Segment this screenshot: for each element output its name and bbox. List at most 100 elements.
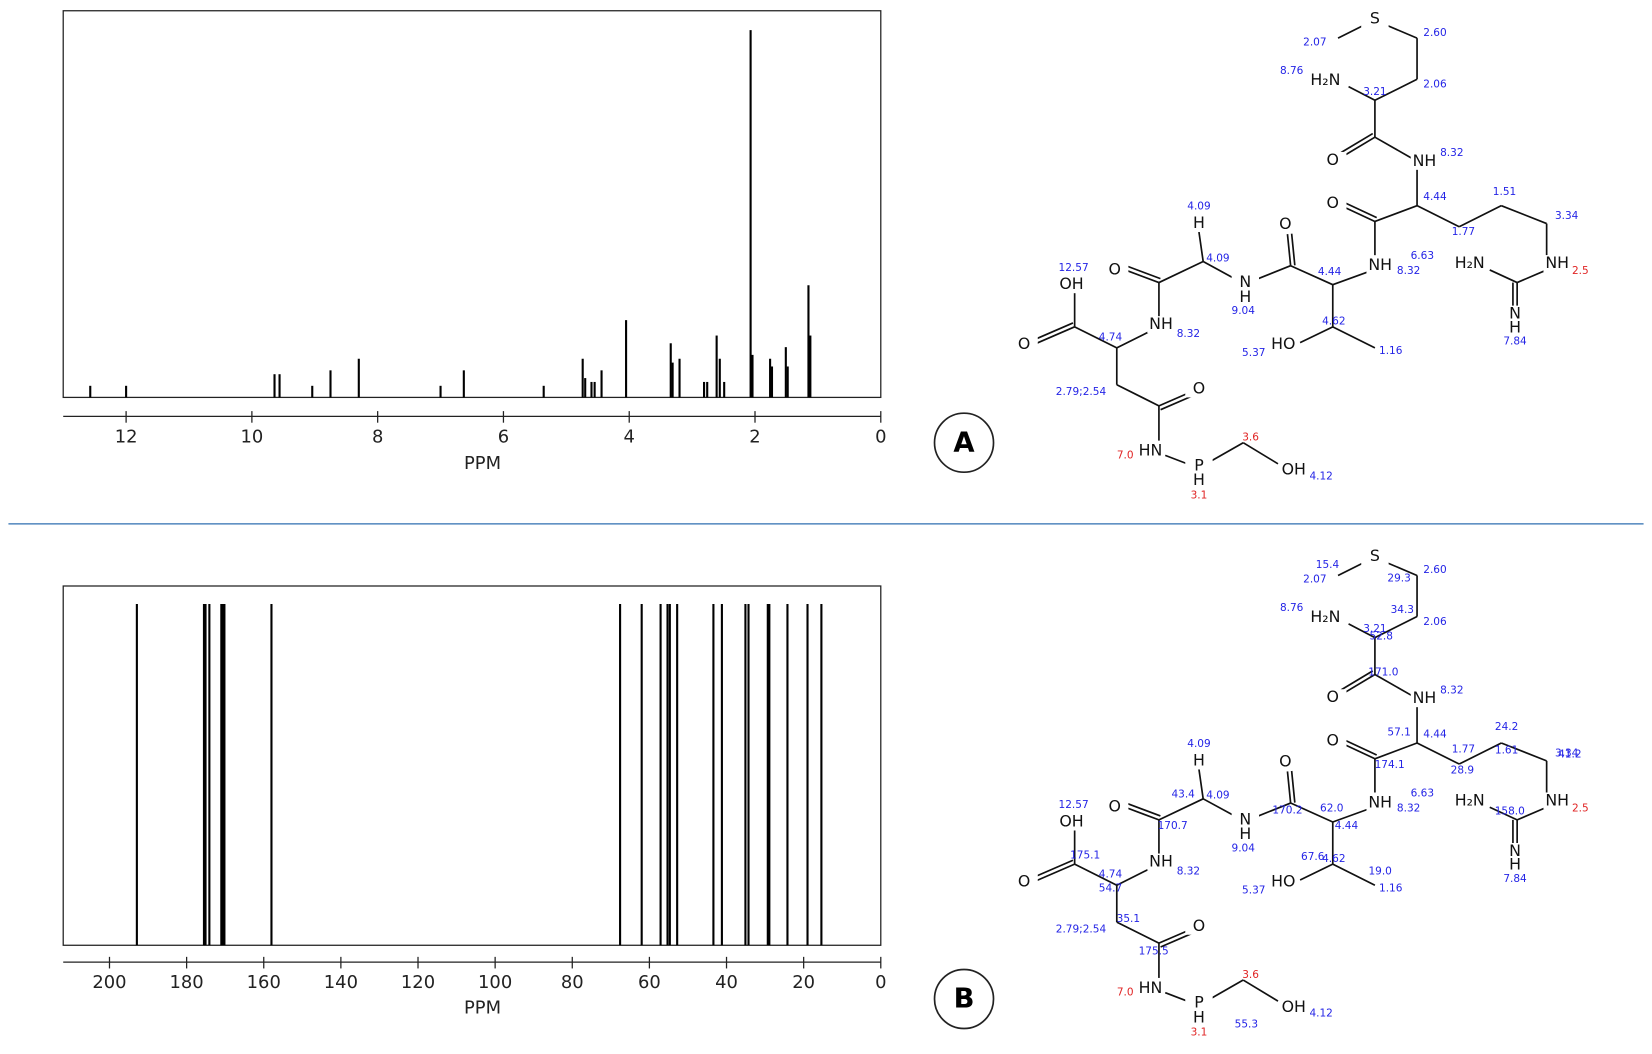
shift-label: 4.74: [1099, 331, 1123, 343]
atom-label: O: [1018, 872, 1030, 891]
atom-bg: [1410, 690, 1439, 708]
atom-bg: [1185, 1009, 1213, 1027]
shift-label: 5.37: [1242, 347, 1265, 359]
atom-bg: [1147, 316, 1175, 334]
shift-label: 6.63: [1411, 250, 1434, 262]
bond: [1342, 205, 1376, 223]
shift-label: 4.09: [1187, 738, 1210, 750]
bond: [1342, 673, 1376, 695]
bond: [1286, 771, 1292, 804]
atom-bg: [1057, 276, 1086, 294]
atom-bg: [1231, 826, 1260, 844]
shift-label: 175.1: [1070, 850, 1100, 862]
bond: [1198, 231, 1205, 262]
shift-label: 3.1: [1191, 489, 1208, 501]
atom-bg: [1501, 305, 1529, 323]
shift-label: 28.9: [1451, 764, 1474, 776]
x-tick-label: 12: [115, 426, 138, 447]
atom-bg: [1185, 752, 1213, 770]
bond: [1416, 742, 1460, 765]
shift-label: 52.8: [1370, 631, 1393, 643]
atom-bg: [1501, 856, 1529, 874]
shift-label: 1.16: [1379, 882, 1403, 894]
shift-label: 67.6: [1301, 851, 1325, 863]
atom-bg: [1136, 980, 1165, 997]
shift-label: 3.1: [1191, 1027, 1208, 1039]
bond: [1126, 802, 1161, 817]
atom-label: O: [1327, 150, 1339, 169]
shift-label: 43.4: [1171, 789, 1195, 801]
atom-label: H: [1239, 824, 1251, 843]
shift-label: 2.5: [1572, 265, 1589, 277]
bond: [1342, 136, 1376, 157]
x-tick-label: 60: [638, 972, 661, 993]
atom-bg: [1501, 319, 1529, 337]
shift-label: 158.0: [1495, 805, 1525, 817]
bond: [1501, 204, 1547, 225]
x-axis-label: PPM: [464, 453, 501, 474]
bond: [1344, 739, 1378, 756]
bond: [1299, 326, 1334, 344]
atom-label: OH: [1059, 812, 1083, 831]
atom-bg: [1269, 873, 1297, 891]
atom-bg: [1366, 257, 1394, 275]
atom-bg: [1456, 792, 1484, 810]
atom-bg: [1100, 261, 1129, 279]
shift-label: 8.32: [1397, 802, 1420, 814]
shift-label: 5.37: [1242, 884, 1265, 896]
bond: [1124, 806, 1160, 821]
bond: [1160, 395, 1193, 411]
panel-label: B: [954, 984, 975, 1015]
panel-badge: [933, 412, 995, 474]
atom-label: O: [1327, 193, 1339, 212]
atom-label: NH: [1545, 253, 1569, 272]
bond: [1348, 85, 1376, 102]
shift-label: 62.0: [1320, 802, 1343, 814]
shift-label: 9.04: [1232, 842, 1256, 854]
atom-bg: [1185, 457, 1213, 475]
atom-label: O: [1327, 730, 1339, 749]
shift-label: 1.77: [1452, 226, 1475, 238]
shift-label: 4.12: [1309, 1008, 1332, 1020]
bond: [1286, 234, 1292, 266]
atom-label: HO: [1271, 334, 1295, 353]
bond: [1116, 384, 1160, 407]
bond: [1374, 78, 1418, 102]
atom-bg: [1231, 288, 1260, 306]
x-tick-label: 180: [170, 972, 204, 993]
shift-label: 174.1: [1375, 759, 1405, 771]
atom-bg: [1311, 609, 1340, 627]
bond: [1116, 330, 1151, 349]
shift-label: 170.2: [1272, 804, 1302, 816]
atom-bg: [1456, 255, 1484, 273]
atom-bg: [1271, 216, 1300, 234]
atom-label: N: [1509, 841, 1521, 860]
atom-bg: [1269, 336, 1297, 354]
x-tick-label: 160: [247, 972, 281, 993]
atom-bg: [1136, 442, 1165, 460]
atom-label: O: [1279, 751, 1291, 770]
atom-label: O: [1018, 334, 1030, 353]
bond: [1516, 269, 1547, 284]
bond: [1458, 742, 1502, 765]
atom-label: O: [1327, 687, 1339, 706]
atom-bg: [1319, 689, 1347, 707]
shift-label: 4.12: [1309, 470, 1332, 482]
shift-label: 3.34: [1555, 210, 1579, 222]
atom-label: H₂N: [1455, 253, 1485, 272]
shift-label: 3.34: [1555, 748, 1579, 760]
x-tick-label: 100: [478, 972, 512, 993]
atom-bg: [1543, 255, 1571, 273]
bond: [1374, 673, 1413, 697]
atom-bg: [1280, 461, 1308, 479]
shift-label: 8.32: [1440, 147, 1463, 159]
atom-bg: [1311, 71, 1340, 89]
atom-label: HO: [1271, 872, 1295, 891]
bond: [1332, 808, 1368, 823]
atom-label: H: [1193, 1007, 1205, 1026]
atom-label: H₂N: [1310, 607, 1340, 626]
shift-label: 1.51: [1493, 186, 1516, 198]
shift-label: 2.07: [1303, 36, 1326, 48]
